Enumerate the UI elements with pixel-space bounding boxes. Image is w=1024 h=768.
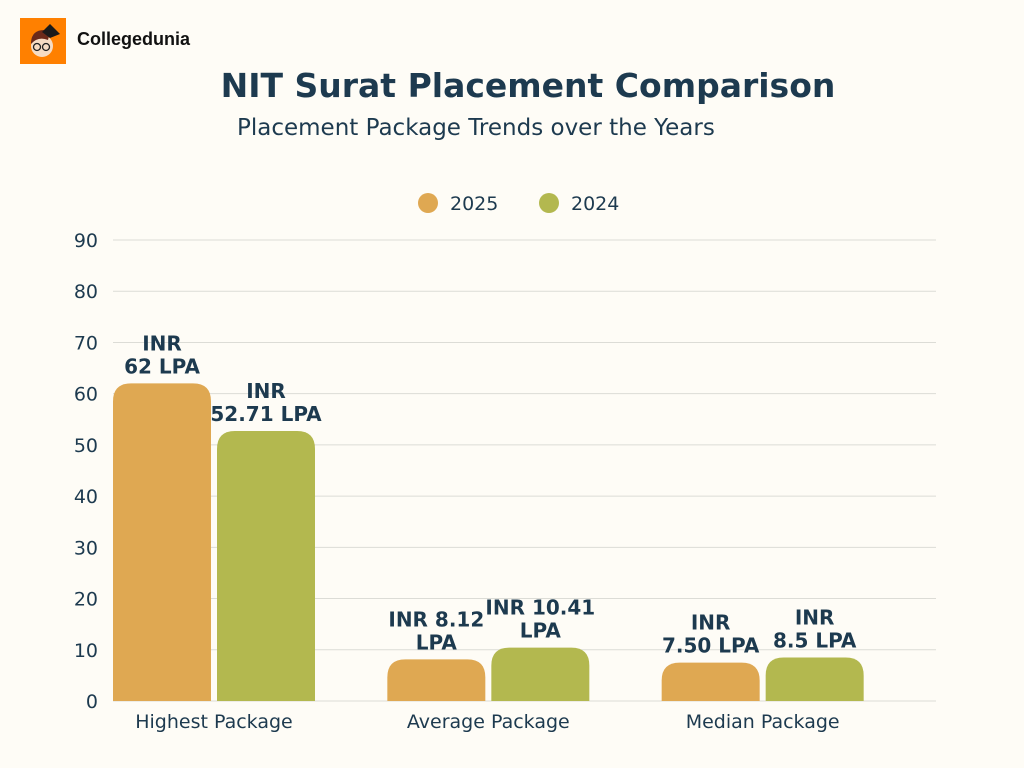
y-tick-label: 0 xyxy=(86,691,98,713)
x-tick-label: Average Package xyxy=(407,711,570,733)
bar-2024 xyxy=(765,657,864,701)
chart-title: NIT Surat Placement Comparison xyxy=(220,66,836,105)
bar-2025 xyxy=(387,659,486,701)
data-label: 7.50 LPA xyxy=(662,634,760,658)
data-label: LPA xyxy=(520,619,562,643)
y-tick-label: 40 xyxy=(74,486,98,508)
data-label: INR xyxy=(795,605,835,629)
x-tick-label: Median Package xyxy=(686,711,840,733)
y-tick-label: 30 xyxy=(74,537,98,559)
bar-2025 xyxy=(113,383,211,701)
bar-2024 xyxy=(217,431,315,701)
data-label: INR 8.12 xyxy=(388,607,484,631)
data-label: LPA xyxy=(416,630,458,654)
y-tick-label: 50 xyxy=(74,435,98,457)
data-label: 62 LPA xyxy=(124,354,200,378)
data-label: INR xyxy=(246,379,286,403)
x-tick-label: Highest Package xyxy=(135,711,293,733)
y-tick-label: 10 xyxy=(74,640,98,662)
brand-name: Collegedunia xyxy=(77,29,191,49)
bar-2025 xyxy=(661,662,760,701)
legend-label-2024: 2024 xyxy=(571,193,619,215)
data-label: INR xyxy=(691,611,731,635)
data-label: 8.5 LPA xyxy=(773,628,857,652)
chart-subtitle: Placement Package Trends over the Years xyxy=(237,115,715,141)
y-tick-label: 90 xyxy=(74,230,98,252)
legend-swatch-2024 xyxy=(539,193,559,213)
data-label: INR xyxy=(142,331,182,355)
data-label: INR 10.41 xyxy=(485,596,595,620)
y-tick-label: 20 xyxy=(74,589,98,611)
y-tick-label: 80 xyxy=(74,281,98,303)
data-label: 52.71 LPA xyxy=(210,402,322,426)
legend-swatch-2025 xyxy=(418,193,438,213)
bar-2024 xyxy=(491,647,590,701)
y-tick-label: 70 xyxy=(74,332,98,354)
y-tick-label: 60 xyxy=(74,384,98,406)
mascot-icon xyxy=(31,24,60,57)
legend-label-2025: 2025 xyxy=(450,193,498,215)
collegedunia-logo xyxy=(20,18,66,64)
